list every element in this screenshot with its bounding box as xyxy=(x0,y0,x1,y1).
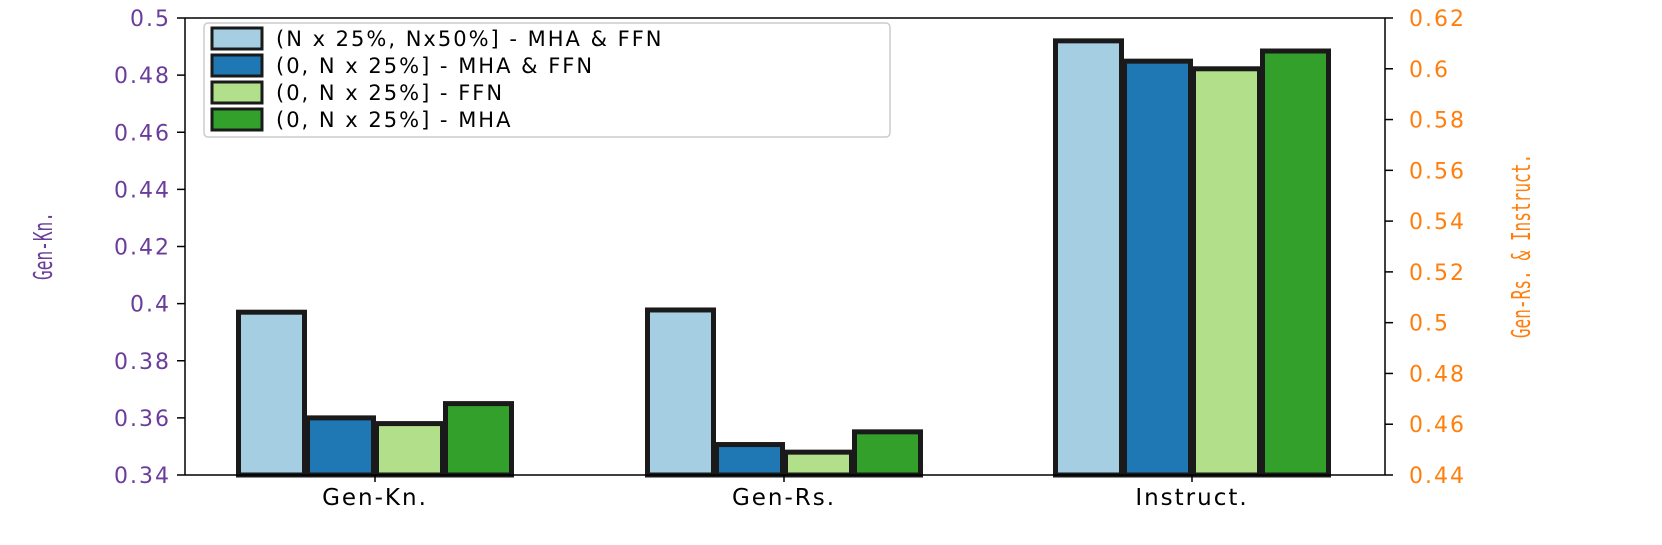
y-tick-right-label: 0.56 xyxy=(1409,159,1466,184)
y-tick-right-label: 0.6 xyxy=(1409,58,1450,83)
axes-layer: 0.34 0.36 0.38 0.4 0.42 0.44 0.46 0.48 0.5 0.44 0.… xyxy=(114,7,1466,511)
y-tick-left-label: 0.38 xyxy=(114,350,171,375)
legend-swatch xyxy=(210,26,264,51)
bar-1-2 xyxy=(783,449,854,478)
bar-2-2 xyxy=(1191,66,1262,478)
legend: (N x 25%, Nx50%] - MHA & FFN (0, N x 25%]… xyxy=(203,22,891,138)
y-tick-right-label: 0.5 xyxy=(1409,312,1450,337)
y-tick-left-label: 0.42 xyxy=(114,236,171,261)
legend-swatch xyxy=(210,80,264,105)
bar-2-1 xyxy=(1122,58,1193,478)
legend-frame xyxy=(203,22,891,138)
x-tick-label: Instruct. xyxy=(1135,485,1248,511)
y-tick-right-label: 0.44 xyxy=(1409,464,1466,489)
bar-0-1 xyxy=(305,415,376,478)
bar-1-0 xyxy=(645,307,716,478)
legend-label: (0, N x 25%] - FFN xyxy=(276,81,504,105)
bar-0-2 xyxy=(374,421,445,478)
y-tick-right-label: 0.48 xyxy=(1409,362,1466,387)
y-tick-right-label: 0.58 xyxy=(1409,109,1466,134)
legend-label: (N x 25%, Nx50%] - MHA & FFN xyxy=(276,27,664,51)
y-tick-left-label: 0.48 xyxy=(114,64,171,89)
legend-label: (0, N x 25%] - MHA xyxy=(276,108,512,132)
bar-1-1 xyxy=(714,442,785,478)
y-tick-left-label: 0.46 xyxy=(114,121,171,146)
y-tick-left-label: 0.5 xyxy=(130,7,171,32)
legend-label: (0, N x 25%] - MHA & FFN xyxy=(276,54,594,78)
bar-1-3 xyxy=(852,429,923,478)
y-tick-left-label: 0.34 xyxy=(114,464,171,489)
bar-0-3 xyxy=(443,401,514,478)
bars-layer xyxy=(236,38,1331,478)
bar-0-0 xyxy=(236,309,307,478)
x-tick-label: Gen-Rs. xyxy=(732,485,836,511)
legend-swatch xyxy=(210,107,264,132)
bar-2-3 xyxy=(1260,48,1331,478)
y-tick-right-label: 0.46 xyxy=(1409,413,1466,438)
legend-swatch xyxy=(210,53,264,78)
y-axis-label-left: Gen-Kn. xyxy=(29,212,59,280)
y-tick-left-label: 0.36 xyxy=(114,407,171,432)
y-tick-right-label: 0.54 xyxy=(1409,210,1466,235)
y-axis-label-right: Gen-Rs. & Instruct. xyxy=(1507,154,1537,338)
y-tick-left-label: 0.4 xyxy=(130,293,171,318)
bar-2-0 xyxy=(1053,38,1124,478)
y-tick-left-label: 0.44 xyxy=(114,178,171,203)
y-tick-right-label: 0.52 xyxy=(1409,261,1466,286)
y-tick-right-label: 0.62 xyxy=(1409,7,1466,32)
x-tick-label: Gen-Kn. xyxy=(322,485,428,511)
